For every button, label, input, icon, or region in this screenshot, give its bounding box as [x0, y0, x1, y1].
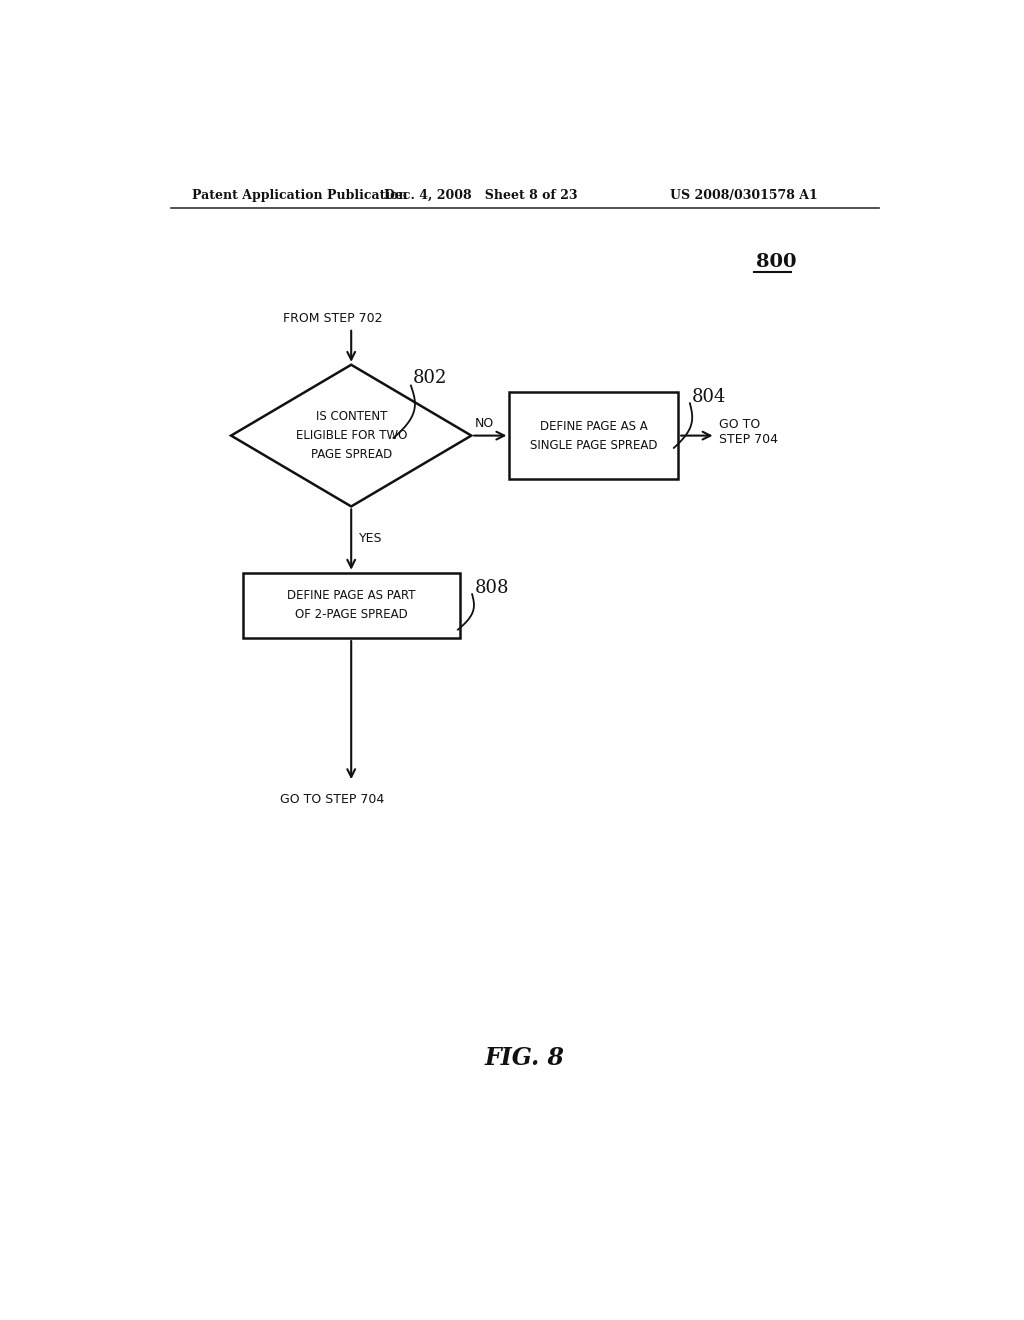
Bar — [509, 392, 678, 479]
Text: DEFINE PAGE AS A
SINGLE PAGE SPREAD: DEFINE PAGE AS A SINGLE PAGE SPREAD — [530, 420, 657, 451]
Text: US 2008/0301578 A1: US 2008/0301578 A1 — [671, 189, 818, 202]
Text: FIG. 8: FIG. 8 — [484, 1045, 565, 1069]
Text: Dec. 4, 2008   Sheet 8 of 23: Dec. 4, 2008 Sheet 8 of 23 — [384, 189, 578, 202]
Text: GO TO: GO TO — [719, 417, 760, 430]
Text: DEFINE PAGE AS PART
OF 2-PAGE SPREAD: DEFINE PAGE AS PART OF 2-PAGE SPREAD — [287, 590, 416, 622]
Text: YES: YES — [359, 532, 382, 545]
Text: NO: NO — [474, 417, 494, 430]
Text: STEP 704: STEP 704 — [719, 433, 777, 446]
Text: 804: 804 — [692, 388, 727, 407]
Text: IS CONTENT
ELIGIBLE FOR TWO
PAGE SPREAD: IS CONTENT ELIGIBLE FOR TWO PAGE SPREAD — [296, 411, 407, 461]
Text: GO TO STEP 704: GO TO STEP 704 — [280, 792, 384, 805]
Text: FROM STEP 702: FROM STEP 702 — [283, 312, 383, 325]
Bar — [243, 573, 460, 638]
Text: Patent Application Publication: Patent Application Publication — [191, 189, 408, 202]
Text: 802: 802 — [414, 368, 447, 387]
Text: 800: 800 — [756, 253, 797, 272]
Text: 808: 808 — [474, 579, 509, 597]
